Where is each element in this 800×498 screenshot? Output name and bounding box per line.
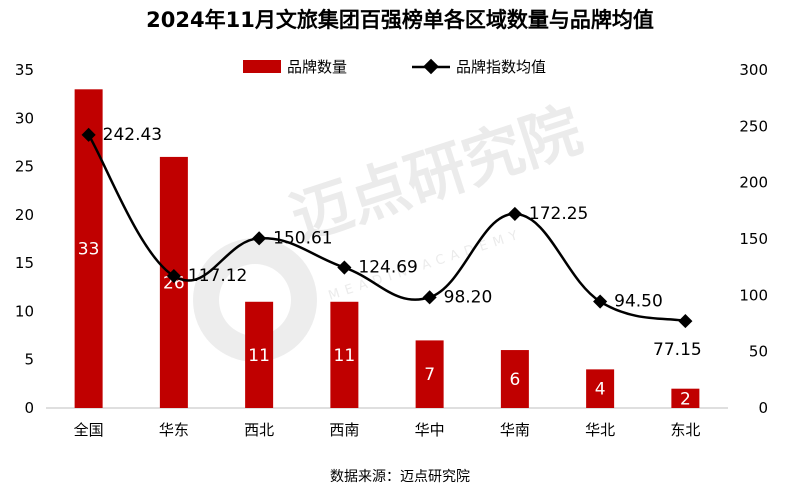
line-value-label: 117.12 xyxy=(188,266,247,286)
right-tick-label: 300 xyxy=(739,61,768,79)
left-tick-label: 10 xyxy=(15,302,34,320)
legend-line-marker xyxy=(423,58,439,75)
right-tick-label: 100 xyxy=(739,286,768,304)
right-tick-label: 150 xyxy=(739,230,768,248)
line-value-label: 150.61 xyxy=(273,228,332,248)
left-tick-label: 15 xyxy=(15,254,34,272)
legend-bar-label: 品牌数量 xyxy=(287,58,347,76)
line-marker xyxy=(252,231,267,246)
bar xyxy=(330,301,359,408)
x-tick-label: 西北 xyxy=(244,421,274,439)
x-tick-label: 华南 xyxy=(500,421,530,439)
bar xyxy=(415,340,444,408)
x-axis: 全国 华东 西北 西南 华中 华南 华北 东北 xyxy=(74,421,701,439)
chart-title: 2024年11月文旅集团百强榜单各区域数量与品牌均值 xyxy=(146,8,654,32)
line-value-label: 242.43 xyxy=(103,125,162,145)
left-tick-label: 30 xyxy=(15,109,34,127)
watermark-logo xyxy=(193,238,317,362)
bar-series xyxy=(74,89,700,409)
x-tick-label: 华北 xyxy=(585,421,615,439)
line-marker xyxy=(593,294,608,309)
legend: 品牌数量 品牌指数均值 xyxy=(243,58,546,76)
left-tick-label: 25 xyxy=(15,158,34,176)
x-tick-label: 西南 xyxy=(329,421,359,439)
right-tick-label: 50 xyxy=(749,343,768,361)
bar-value-label: 2 xyxy=(680,389,691,409)
x-tick-label: 全国 xyxy=(74,421,104,439)
bar-value-label: 11 xyxy=(334,346,356,366)
left-tick-label: 0 xyxy=(24,399,34,417)
right-tick-label: 250 xyxy=(739,117,768,135)
bar-value-label: 11 xyxy=(248,346,270,366)
left-tick-label: 5 xyxy=(24,351,34,369)
line-marker xyxy=(422,290,437,305)
line-value-label: 124.69 xyxy=(358,258,417,278)
left-tick-label: 20 xyxy=(15,206,34,224)
bar xyxy=(74,89,103,409)
right-axis: 0 50 100 150 200 250 300 xyxy=(739,61,768,417)
legend-bar-swatch xyxy=(243,60,281,73)
left-axis: 0 5 10 15 20 25 30 35 xyxy=(15,61,34,417)
source-note: 数据来源：迈点研究院 xyxy=(330,469,470,485)
bar-value-label: 7 xyxy=(424,365,435,385)
x-tick-label: 华东 xyxy=(159,421,189,439)
line-marker xyxy=(678,314,693,329)
line-marker xyxy=(337,260,352,275)
line-marker xyxy=(507,206,522,222)
legend-line-label: 品牌指数均值 xyxy=(456,58,546,76)
watermark-subtext: MEADIN ACADEMY xyxy=(327,226,526,303)
line-marker xyxy=(166,268,181,284)
bar xyxy=(586,369,615,408)
line-value-label: 172.25 xyxy=(529,204,588,224)
bar-value-label: 33 xyxy=(78,240,100,260)
line-value-label: 77.15 xyxy=(653,340,702,360)
bar xyxy=(245,301,274,408)
line-value-label: 94.50 xyxy=(614,292,663,312)
line-markers xyxy=(81,127,693,329)
line-value-label: 98.20 xyxy=(444,287,493,307)
bar xyxy=(500,350,529,408)
bar xyxy=(671,388,700,408)
right-tick-label: 200 xyxy=(739,174,768,192)
x-tick-label: 华中 xyxy=(415,421,445,439)
line-labels: 242.43 117.12 150.61 124.69 98.20 172.25 94.50… xyxy=(103,125,702,360)
bar-value-label: 6 xyxy=(509,370,520,390)
bar-value-label: 4 xyxy=(595,380,606,400)
right-tick-label: 0 xyxy=(758,399,768,417)
left-tick-label: 35 xyxy=(15,61,34,79)
x-tick-label: 东北 xyxy=(670,421,700,439)
